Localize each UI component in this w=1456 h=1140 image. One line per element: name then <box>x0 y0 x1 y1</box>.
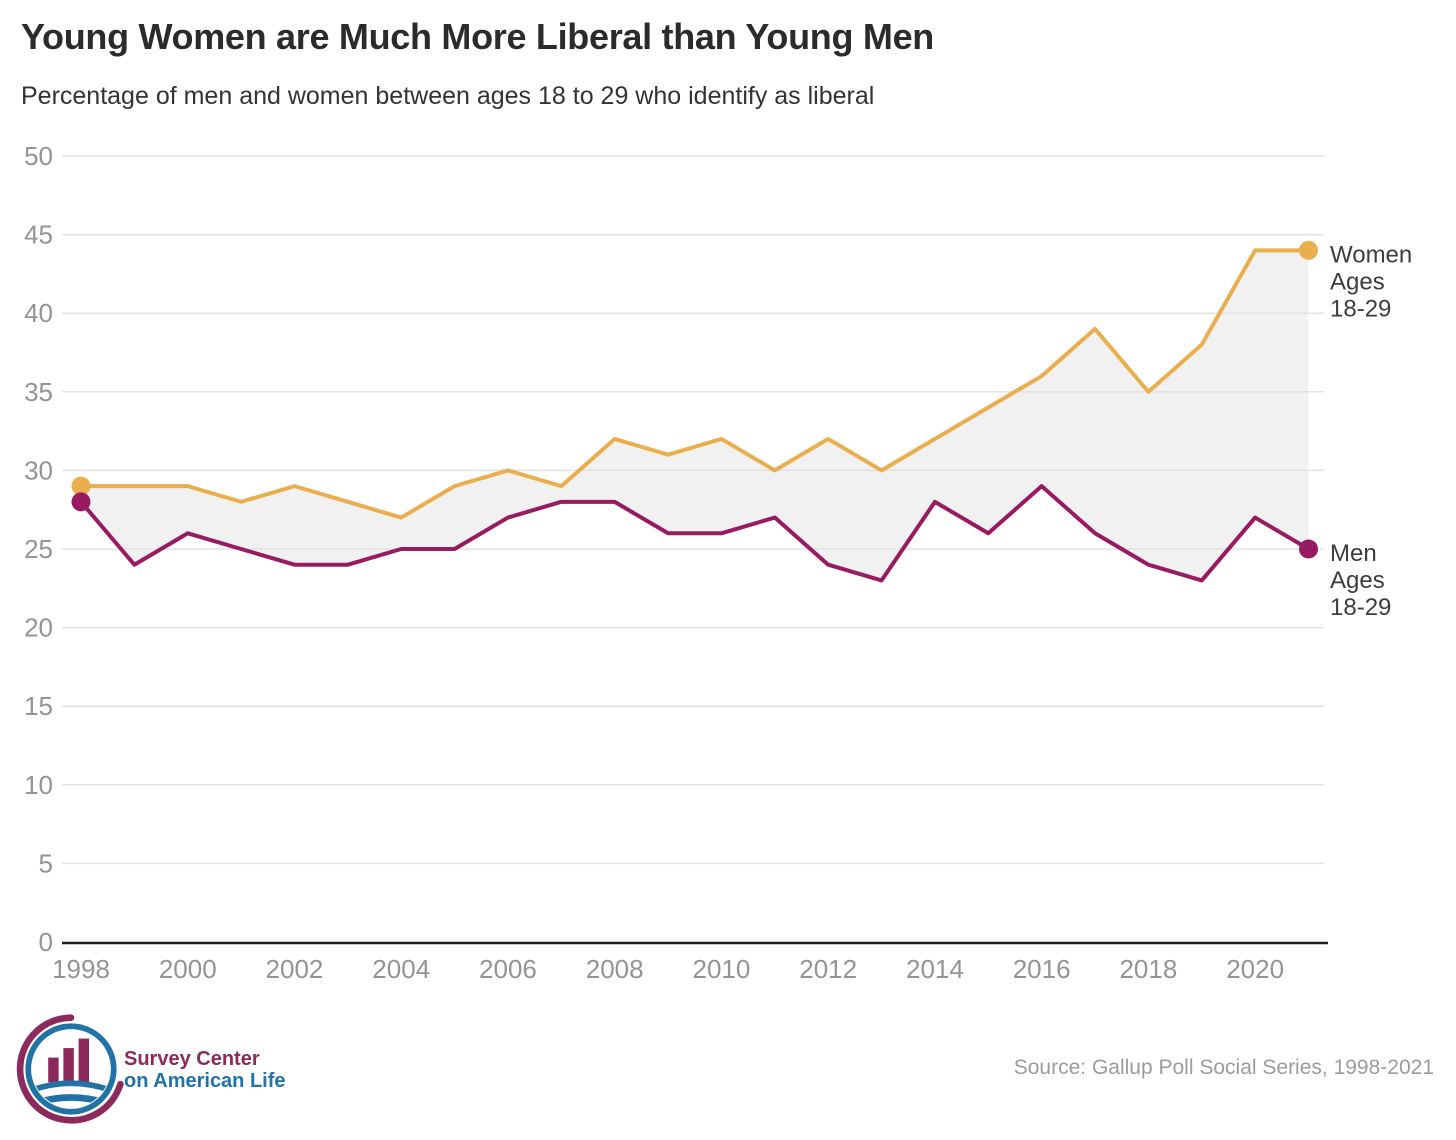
y-tick-label: 30 <box>24 455 53 485</box>
x-tick-label: 1998 <box>52 954 110 984</box>
women-series-label-line: Ages <box>1330 268 1385 295</box>
men-series-label-line: Men <box>1330 540 1377 567</box>
x-tick-label: 2018 <box>1119 954 1177 984</box>
x-tick-label: 2004 <box>372 954 430 984</box>
women-line <box>79 248 1311 520</box>
y-tick-label: 5 <box>39 848 53 878</box>
y-tick-label: 15 <box>24 691 53 721</box>
men-end-marker <box>1299 539 1318 559</box>
x-tick-label: 2012 <box>799 954 857 984</box>
x-tick-label: 2002 <box>266 954 324 984</box>
x-tick-label: 2006 <box>479 954 537 984</box>
logo-inner-ring <box>25 1023 117 1115</box>
women-end-marker <box>1299 240 1318 260</box>
chart-title: Young Women are Much More Liberal than Y… <box>21 16 934 57</box>
x-tick-label: 2020 <box>1226 954 1284 984</box>
y-tick-label: 25 <box>24 534 53 564</box>
y-tick-label: 20 <box>24 613 53 643</box>
women-series-label-line: Women <box>1330 241 1412 268</box>
men-series-label-line: 18-29 <box>1330 594 1391 621</box>
logo-line-1: Survey Center <box>124 1048 260 1070</box>
y-tick-label: 50 <box>24 141 53 171</box>
area-fill-between-series <box>81 250 1309 581</box>
logo-wave-1 <box>32 1080 110 1095</box>
x-tick-label: 2010 <box>693 954 751 984</box>
women-series-label-line: 18-29 <box>1330 295 1391 322</box>
x-tick-label: 2014 <box>906 954 964 984</box>
x-tick-label: 2000 <box>159 954 217 984</box>
men-start-marker <box>71 492 91 512</box>
men-series-label-line: Ages <box>1330 567 1385 594</box>
logo-line-2: on American Life <box>124 1070 286 1092</box>
chart-subtitle: Percentage of men and women between ages… <box>21 82 875 110</box>
source-credit: Source: Gallup Poll Social Series, 1998-… <box>1013 1056 1434 1079</box>
survey-center-logo-icon <box>16 1014 124 1124</box>
logo-outer-swoosh <box>16 1014 124 1124</box>
y-tick-label: 10 <box>24 770 53 800</box>
y-tick-label: 40 <box>24 298 53 328</box>
y-tick-label: 0 <box>39 927 53 957</box>
men-line <box>79 484 1311 583</box>
y-tick-label: 35 <box>24 377 53 407</box>
y-tick-label: 45 <box>24 220 53 250</box>
logo-text: Survey Center on American Life <box>124 1048 286 1092</box>
x-tick-label: 2008 <box>586 954 644 984</box>
x-tick-label: 2016 <box>1013 954 1071 984</box>
women-start-marker <box>71 476 91 496</box>
